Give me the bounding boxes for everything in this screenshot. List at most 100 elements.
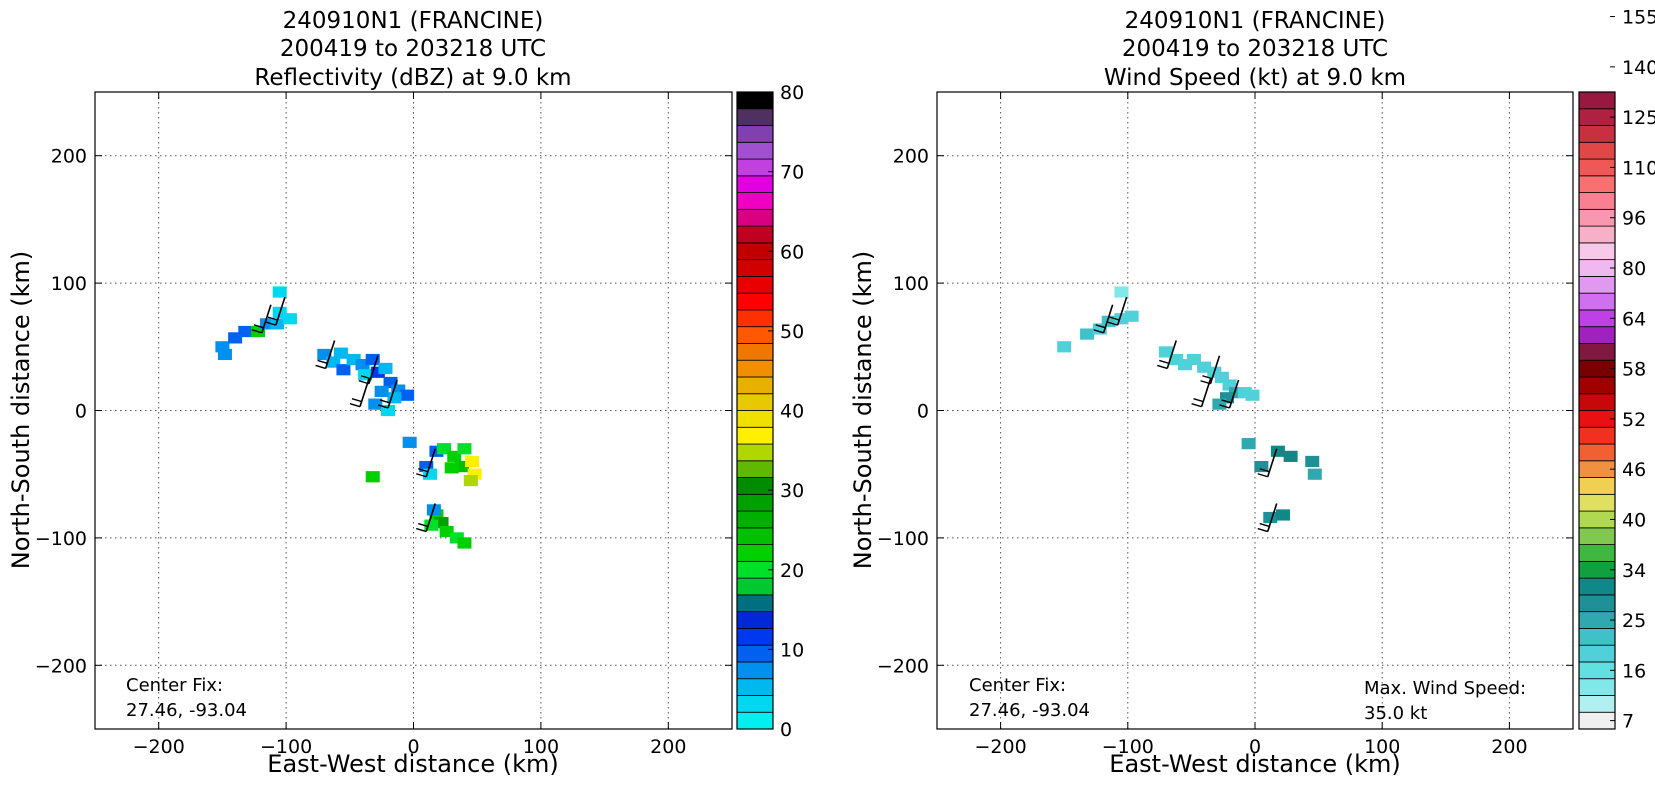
colorbar-tick-label: 125 [1622, 107, 1655, 129]
colorbar-bin [1578, 628, 1616, 646]
radar-cell [355, 359, 370, 371]
radar-cell [402, 436, 417, 448]
radar-cell [467, 468, 482, 480]
radar-cell [1169, 353, 1184, 366]
colorbar-bin [1578, 242, 1616, 261]
y-tick-label: 200 [51, 146, 87, 168]
wind-barb-flag [1191, 403, 1202, 408]
radar-cell [429, 445, 444, 457]
colorbar-tick-label: 110 [1622, 157, 1655, 179]
radar-cell [1305, 455, 1320, 468]
colorbar-tick-label: 58 [1622, 359, 1646, 381]
colorbar-bin [736, 225, 774, 244]
radar-cell [365, 471, 380, 483]
radar-cell [358, 369, 373, 381]
colorbar-bin [1578, 695, 1616, 713]
wind-barb-flag [416, 473, 427, 478]
colorbar-bin [1578, 594, 1616, 613]
colorbar-bin [736, 208, 774, 227]
radar-cell [336, 364, 351, 376]
colorbar-bin [1578, 376, 1616, 395]
radar-cell [1270, 445, 1285, 457]
colorbar-tick-label: 50 [780, 321, 804, 343]
radar-cell [272, 286, 287, 298]
wind-barb [1219, 379, 1240, 409]
y-tick-label: −100 [877, 528, 929, 550]
left-axis-ticks: −200 −100 0 100 200 −200 −100 0 100 200 [35, 92, 732, 758]
radar-cell [1254, 460, 1269, 473]
colorbar-bin [1578, 108, 1616, 126]
radar-cell [346, 353, 361, 366]
radar-cell [1263, 511, 1278, 524]
colorbar-bin [736, 393, 774, 411]
radar-cell [1114, 313, 1129, 325]
wind-barb-flag [267, 316, 279, 321]
colorbar-bin [1578, 343, 1616, 361]
left-center-fix-value: 27.46, -93.04 [126, 700, 247, 721]
colorbar-tick-label: 25 [1622, 610, 1646, 632]
right-colorbar: 7 16 25 34 40 46 52 58 64 80 96 110 125 140 155 [1578, 7, 1655, 733]
wind-barb-flag [416, 527, 427, 533]
wind-barb [265, 296, 286, 326]
radar-cell [454, 460, 469, 473]
wind-barb-flag [1193, 398, 1204, 403]
colorbar-bin [736, 125, 774, 143]
colorbar-bin [1578, 611, 1616, 629]
colorbar-bin [1578, 292, 1616, 311]
radar-cell [326, 356, 341, 368]
colorbar-bin [1578, 577, 1616, 596]
colorbar-tick-label: 40 [1622, 509, 1646, 531]
radar-cell [217, 348, 232, 361]
y-tick-label: −200 [877, 655, 929, 677]
wind-barb-flag [317, 359, 328, 365]
radar-cell [400, 389, 415, 401]
wind-barb [377, 379, 398, 409]
radar-cell [391, 384, 406, 396]
colorbar-bin [1578, 259, 1616, 277]
radar-cell [1307, 468, 1322, 480]
radar-cell [1222, 379, 1237, 391]
radar-cell [437, 443, 452, 455]
wind-barb-flag [1219, 404, 1230, 409]
colorbar-bin [736, 242, 774, 261]
colorbar-bin [736, 343, 774, 361]
radar-cell [1186, 353, 1201, 366]
radar-cell [333, 347, 348, 359]
x-tick-label: −200 [133, 736, 185, 758]
left-center-fix-label: Center Fix: [126, 675, 223, 696]
colorbar-bin [1578, 644, 1616, 663]
colorbar-bin [1578, 359, 1616, 378]
colorbar-bin [736, 376, 774, 395]
radar-cell [463, 474, 478, 487]
x-tick-label: 100 [1364, 736, 1400, 758]
radar-cell [1101, 315, 1116, 327]
left-x-axis-label: East-West distance (km) [267, 750, 558, 778]
radar-cell [228, 332, 243, 344]
colorbar-bin [736, 292, 774, 311]
right-grid [937, 92, 1573, 729]
colorbar-bin [1578, 544, 1616, 562]
right-title-line-3: Wind Speed (kt) at 9.0 km [1104, 65, 1406, 91]
radar-cell [423, 468, 438, 480]
wind-barb-flag [418, 522, 429, 528]
y-tick-label: −200 [35, 655, 87, 677]
colorbar-bin [736, 91, 774, 110]
right-axis-ticks: −200 −100 0 100 200 −200 −100 0 100 200 [877, 92, 1573, 758]
colorbar-bin [1578, 477, 1616, 495]
wind-barb [349, 378, 370, 408]
wind-barb [251, 304, 272, 334]
radar-cell [457, 443, 472, 455]
radar-cell [365, 353, 380, 366]
radar-cell [282, 313, 297, 325]
wind-barb-flag [1157, 364, 1168, 370]
colorbar-bin [1578, 141, 1616, 160]
right-x-axis-label: East-West distance (km) [1109, 750, 1400, 778]
colorbar-bin [736, 108, 774, 126]
colorbar-tick-label: 0 [780, 719, 792, 741]
colorbar-bin [1578, 326, 1616, 344]
wind-barb-flag [1259, 468, 1270, 473]
wind-barb-flag [265, 321, 277, 326]
colorbar-bin [736, 359, 774, 378]
radar-cell [1178, 359, 1193, 371]
